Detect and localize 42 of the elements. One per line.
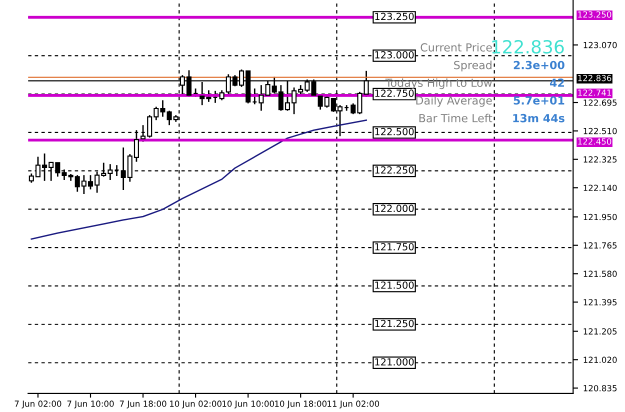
ref-line-label: 122.450 — [578, 138, 612, 145]
x-tick-label: 7 Jun 18:00 — [120, 400, 166, 408]
ref-line-label: 122.836 — [578, 74, 612, 82]
y-tick-label: 121.580 — [584, 270, 617, 277]
ref-line-label: 122.250 — [375, 166, 414, 174]
ref-line-label: 122.500 — [375, 128, 414, 136]
annotation: 2.3e+00 — [514, 60, 564, 70]
y-tick-label: 121.950 — [584, 214, 617, 220]
annotation: Spread — [454, 60, 492, 72]
annotation: Current Price — [420, 42, 492, 52]
y-tick-label: 121.765 — [584, 242, 617, 249]
ref-line-label: 123.000 — [375, 51, 414, 59]
x-tick-label: 10 Jun 18:00 — [275, 400, 327, 408]
ref-line-label: 122.741 — [578, 89, 611, 96]
y-tick-label: 121.020 — [584, 356, 617, 363]
y-tick-label: 120.835 — [584, 385, 617, 392]
x-tick-label: 7 Jun 10:00 — [67, 400, 114, 408]
ref-line-label: 121.500 — [375, 281, 414, 289]
y-tick-label: 123.070 — [584, 42, 617, 48]
ref-line-label: 123.250 — [375, 12, 414, 20]
annotation: 122.836 — [492, 40, 564, 54]
y-tick-label: 121.205 — [584, 328, 617, 335]
x-tick-label: 11 Jun 02:00 — [328, 400, 380, 408]
y-tick-label: 122.695 — [584, 99, 617, 106]
annotation: 13m 44s — [513, 114, 564, 122]
ref-line-label: 122.750 — [375, 90, 414, 97]
ref-line-label: 121.750 — [375, 243, 414, 250]
ref-line-label: 122.000 — [375, 204, 414, 212]
y-tick-label: 122.140 — [584, 184, 617, 192]
annotation: Daily Average — [416, 96, 492, 107]
annotation: Bar Time Left — [419, 114, 492, 122]
ref-line-label: 123.250 — [578, 11, 612, 18]
y-tick-label: 122.325 — [584, 156, 617, 163]
x-tick-label: 10 Jun 10:00 — [222, 400, 274, 408]
x-tick-label: 7 Jun 02:00 — [14, 400, 62, 408]
y-tick-label: 122.510 — [584, 128, 617, 134]
y-tick-label: 121.395 — [584, 299, 617, 306]
line-series — [30, 119, 367, 240]
x-tick-label: 10 Jun 02:00 — [170, 400, 222, 408]
ref-line-label: 121.000 — [375, 358, 414, 366]
ref-line-label: 121.250 — [375, 320, 414, 328]
annotation: 5.7e+01 — [514, 96, 564, 105]
